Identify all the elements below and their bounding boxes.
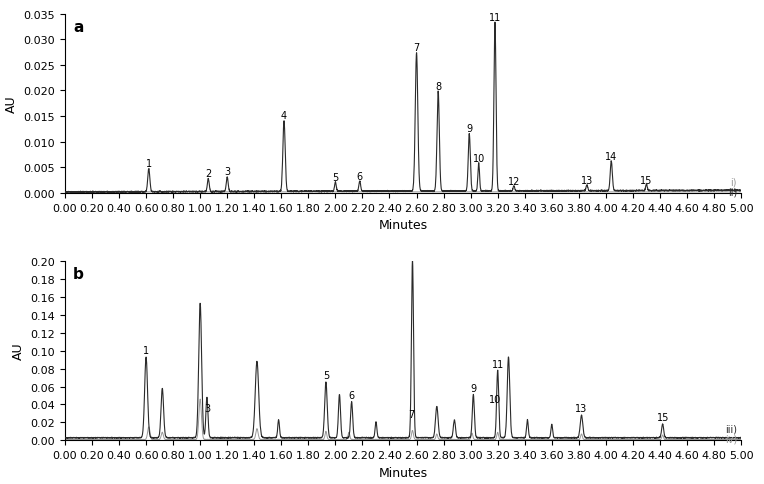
Text: 11: 11 [489, 13, 501, 23]
Text: 15: 15 [640, 175, 652, 185]
Text: 10: 10 [489, 394, 501, 405]
Text: 12: 12 [508, 176, 520, 186]
Text: 10: 10 [473, 153, 485, 163]
Text: iii): iii) [725, 424, 737, 434]
Text: 13: 13 [581, 175, 593, 185]
Text: 3: 3 [204, 404, 210, 414]
Text: 5: 5 [323, 371, 329, 380]
Text: 11: 11 [491, 359, 503, 369]
Text: 14: 14 [605, 152, 617, 162]
Text: i): i) [730, 177, 737, 187]
Text: 4: 4 [281, 111, 287, 121]
Text: 9: 9 [471, 383, 477, 393]
Text: 6: 6 [348, 390, 354, 400]
Text: iv): iv) [725, 434, 737, 444]
Text: 5: 5 [332, 172, 338, 182]
Text: a: a [73, 20, 83, 35]
Text: 3: 3 [224, 167, 230, 177]
Y-axis label: AU: AU [5, 95, 18, 113]
Text: 15: 15 [656, 412, 668, 423]
X-axis label: Minutes: Minutes [378, 466, 428, 479]
Text: 2: 2 [206, 168, 212, 179]
Text: 7: 7 [408, 409, 414, 419]
Text: 8: 8 [435, 82, 442, 92]
Text: 9: 9 [466, 124, 472, 134]
Text: 1: 1 [143, 346, 149, 355]
Text: 6: 6 [357, 171, 363, 181]
Text: 1: 1 [146, 158, 152, 168]
Text: ii): ii) [728, 187, 737, 197]
X-axis label: Minutes: Minutes [378, 219, 428, 232]
Text: 7: 7 [413, 44, 419, 53]
Y-axis label: AU: AU [12, 342, 25, 360]
Text: 13: 13 [575, 404, 588, 414]
Text: b: b [73, 267, 84, 282]
